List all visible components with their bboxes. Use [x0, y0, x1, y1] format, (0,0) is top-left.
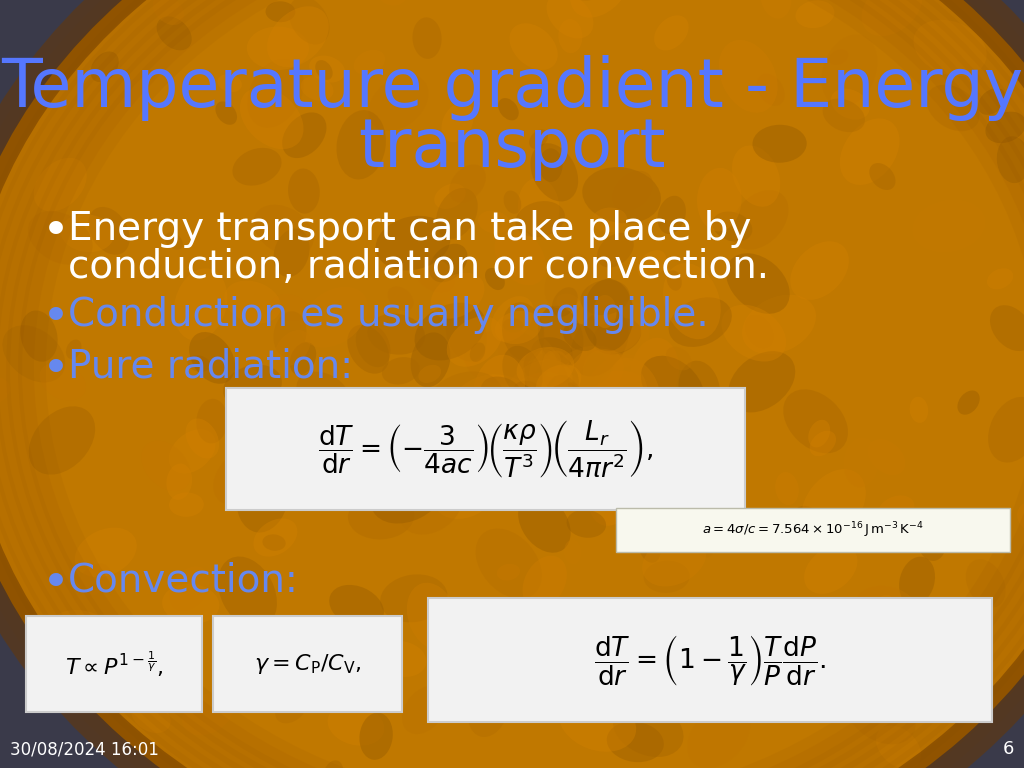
Ellipse shape: [912, 200, 985, 252]
Ellipse shape: [443, 421, 480, 468]
Ellipse shape: [88, 207, 130, 255]
Ellipse shape: [828, 49, 848, 65]
Ellipse shape: [728, 351, 796, 412]
Text: •: •: [42, 210, 70, 255]
Ellipse shape: [330, 585, 384, 628]
Ellipse shape: [429, 243, 468, 283]
Ellipse shape: [596, 391, 639, 448]
Ellipse shape: [547, 0, 593, 38]
Ellipse shape: [732, 145, 780, 207]
Ellipse shape: [909, 397, 928, 423]
Ellipse shape: [464, 329, 543, 384]
Ellipse shape: [328, 704, 384, 746]
Text: transport: transport: [358, 115, 666, 181]
Ellipse shape: [713, 211, 753, 242]
Text: $T \propto P^{1-\frac{1}{\gamma}},$: $T \propto P^{1-\frac{1}{\gamma}},$: [65, 649, 163, 679]
Ellipse shape: [551, 0, 604, 1]
Ellipse shape: [845, 683, 916, 744]
Ellipse shape: [760, 0, 792, 18]
Ellipse shape: [185, 419, 219, 458]
Ellipse shape: [638, 250, 667, 279]
Ellipse shape: [793, 506, 826, 545]
Ellipse shape: [485, 268, 505, 290]
Ellipse shape: [757, 74, 784, 106]
Ellipse shape: [957, 390, 980, 415]
Ellipse shape: [197, 399, 227, 443]
Ellipse shape: [545, 375, 581, 426]
Ellipse shape: [454, 374, 531, 429]
Ellipse shape: [66, 339, 82, 359]
Ellipse shape: [475, 528, 542, 599]
Ellipse shape: [542, 322, 587, 373]
Ellipse shape: [552, 287, 578, 317]
Ellipse shape: [413, 18, 441, 59]
Ellipse shape: [40, 362, 86, 400]
Ellipse shape: [468, 660, 498, 684]
Ellipse shape: [273, 229, 309, 277]
Ellipse shape: [0, 377, 10, 406]
Ellipse shape: [569, 303, 641, 354]
Ellipse shape: [522, 555, 567, 609]
Ellipse shape: [613, 439, 629, 458]
Ellipse shape: [844, 438, 879, 487]
Ellipse shape: [503, 359, 572, 422]
Ellipse shape: [90, 51, 119, 82]
Ellipse shape: [174, 268, 227, 340]
Ellipse shape: [540, 619, 574, 646]
Ellipse shape: [217, 74, 242, 92]
Ellipse shape: [810, 613, 869, 687]
Ellipse shape: [169, 429, 216, 474]
Ellipse shape: [514, 381, 542, 401]
Ellipse shape: [377, 641, 426, 677]
Ellipse shape: [254, 205, 313, 256]
Ellipse shape: [182, 693, 233, 736]
Ellipse shape: [523, 349, 579, 399]
Ellipse shape: [589, 452, 635, 510]
Ellipse shape: [878, 495, 914, 524]
Ellipse shape: [644, 561, 690, 593]
Text: conduction, radiation or convection.: conduction, radiation or convection.: [68, 248, 769, 286]
Ellipse shape: [559, 644, 618, 689]
Ellipse shape: [654, 15, 689, 51]
Ellipse shape: [2, 326, 66, 382]
Ellipse shape: [544, 453, 584, 504]
Ellipse shape: [545, 412, 613, 465]
Ellipse shape: [588, 354, 647, 407]
Ellipse shape: [441, 103, 474, 142]
Ellipse shape: [141, 441, 190, 491]
Ellipse shape: [734, 516, 754, 543]
Ellipse shape: [571, 652, 598, 672]
Ellipse shape: [562, 382, 582, 409]
Ellipse shape: [445, 306, 486, 362]
Ellipse shape: [497, 564, 520, 581]
Ellipse shape: [237, 458, 289, 532]
Ellipse shape: [605, 381, 668, 429]
Ellipse shape: [856, 652, 895, 689]
Ellipse shape: [247, 58, 304, 128]
Ellipse shape: [524, 362, 548, 378]
Ellipse shape: [428, 372, 503, 428]
Ellipse shape: [169, 492, 204, 517]
Ellipse shape: [289, 0, 330, 45]
Ellipse shape: [589, 462, 637, 526]
Ellipse shape: [570, 0, 630, 18]
Ellipse shape: [411, 333, 451, 387]
Ellipse shape: [678, 632, 746, 694]
Ellipse shape: [530, 143, 579, 201]
Ellipse shape: [413, 450, 464, 501]
Ellipse shape: [520, 352, 546, 384]
Ellipse shape: [613, 701, 684, 757]
Ellipse shape: [722, 305, 786, 362]
Ellipse shape: [697, 168, 741, 231]
Ellipse shape: [275, 694, 307, 723]
Ellipse shape: [791, 241, 849, 300]
Ellipse shape: [75, 528, 137, 578]
Ellipse shape: [869, 163, 896, 190]
Ellipse shape: [348, 493, 415, 539]
Ellipse shape: [558, 19, 583, 53]
Ellipse shape: [801, 469, 866, 540]
Ellipse shape: [560, 679, 580, 704]
Ellipse shape: [361, 628, 382, 649]
Ellipse shape: [604, 458, 629, 486]
